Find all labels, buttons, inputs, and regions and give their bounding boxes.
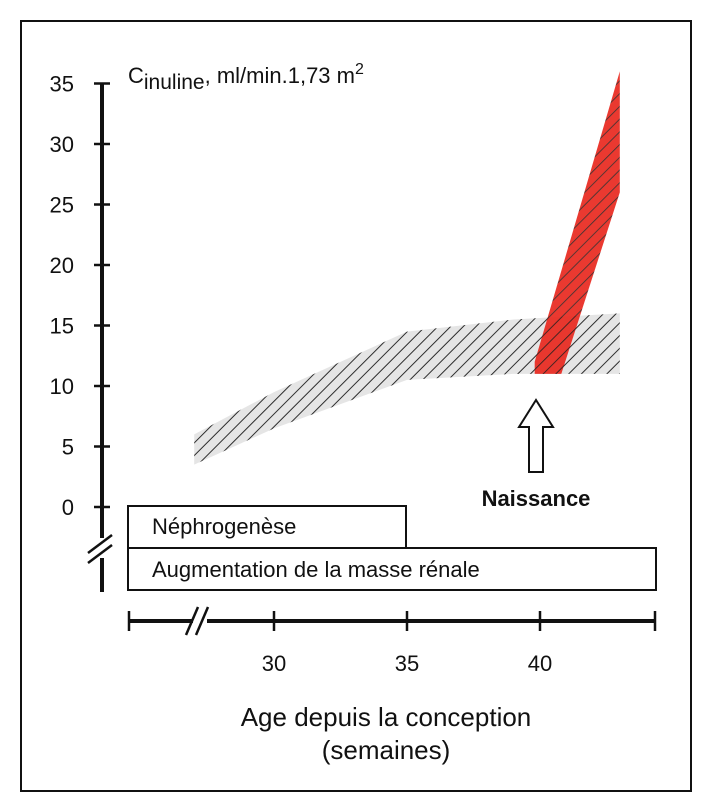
renal-mass-label: Augmentation de la masse rénale xyxy=(152,557,480,582)
x-axis-break-mark xyxy=(194,606,210,636)
x-axis: 30 35 40 xyxy=(127,606,657,676)
figure-frame xyxy=(20,20,692,792)
x-axis-title-line2: (semaines) xyxy=(322,735,451,765)
birth-arrow xyxy=(517,398,555,473)
y-tick-label: 25 xyxy=(50,193,74,218)
y-tick-label: 30 xyxy=(50,132,74,157)
y-tick-label: 35 xyxy=(50,72,74,97)
x-tick-label: 30 xyxy=(262,651,286,676)
birth-label: Naissance xyxy=(482,486,591,511)
nephrogenesis-bar xyxy=(127,505,407,549)
x-tick-label: 40 xyxy=(528,651,552,676)
y-tick-label: 0 xyxy=(62,495,74,520)
y-tick-label: 15 xyxy=(50,314,74,339)
y-tick-label: 5 xyxy=(62,435,74,460)
y-axis: 35 30 25 20 15 10 5 0 xyxy=(50,72,113,592)
x-axis-title-line1: Age depuis la conception xyxy=(241,702,532,732)
y-axis-break-mark xyxy=(87,544,113,564)
gfr-band-prenatal xyxy=(194,313,620,465)
nephrogenesis-label: Néphrogenèse xyxy=(152,514,296,539)
y-axis-label: Cinuline, ml/min.1,73 m2 xyxy=(128,61,364,94)
x-axis-break-mark xyxy=(184,606,200,636)
gfr-band-postnatal xyxy=(534,71,620,374)
renal-mass-bar xyxy=(127,547,657,591)
series-layer xyxy=(194,71,620,465)
y-tick-label: 10 xyxy=(50,374,74,399)
x-tick-label: 35 xyxy=(395,651,419,676)
y-axis-break-mark xyxy=(87,534,113,554)
y-tick-label: 20 xyxy=(50,253,74,278)
